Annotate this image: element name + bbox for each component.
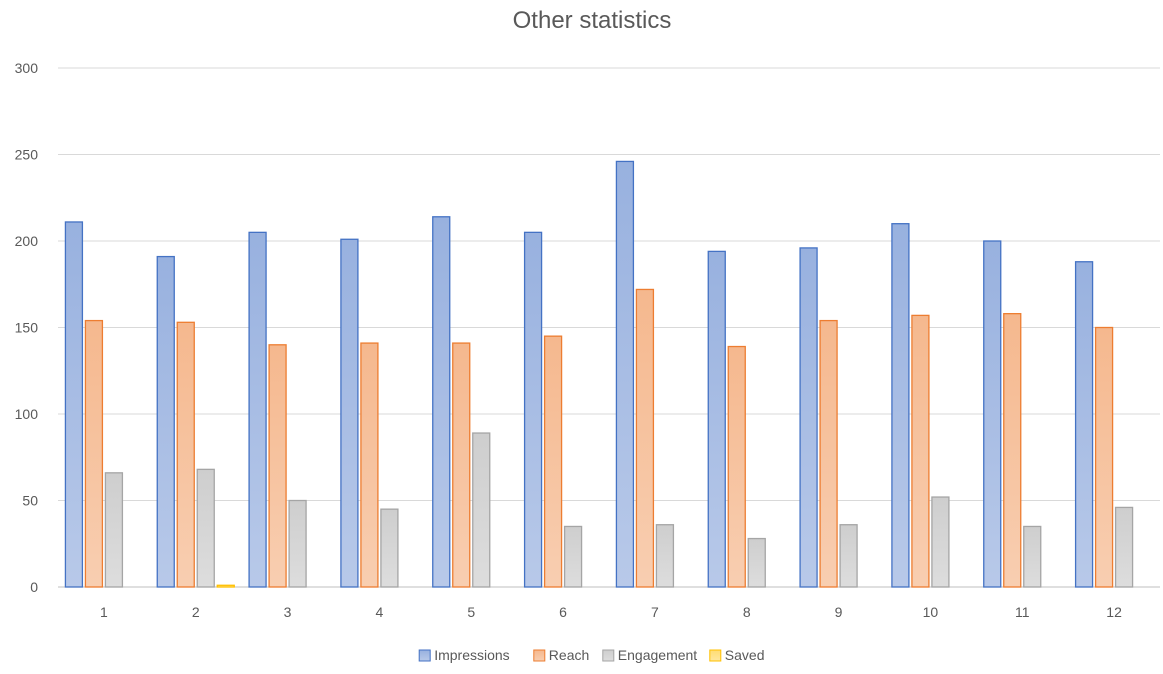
bar-engagement-11	[1023, 525, 1042, 588]
legend-label-reach: Reach	[549, 647, 589, 663]
bar-reach-12	[1094, 326, 1114, 588]
legend-swatch-reach	[533, 649, 546, 662]
x-tick-label: 12	[1106, 604, 1122, 620]
bar-engagement-6	[563, 525, 583, 588]
bar-engagement-9	[839, 524, 858, 588]
x-tick-label: 4	[376, 604, 384, 620]
y-tick-label: 150	[15, 320, 39, 336]
x-tick-label: 8	[743, 604, 751, 620]
bar-engagement-10	[931, 496, 950, 588]
x-tick-label: 2	[192, 604, 200, 620]
y-tick-label: 0	[30, 579, 38, 595]
bar-engagement-4	[380, 508, 399, 588]
bar-reach-10	[911, 314, 930, 588]
bar-reach-4	[360, 342, 379, 588]
bar-reach-5	[452, 342, 471, 588]
bar-impressions-12	[1074, 261, 1094, 588]
legend-swatch-engagement	[602, 649, 615, 662]
bar-engagement-2	[196, 468, 215, 588]
bar-impressions-2	[156, 255, 175, 588]
bar-impressions-6	[523, 231, 543, 588]
x-tick-label: 1	[100, 604, 108, 620]
gridlines	[58, 67, 1160, 588]
bar-reach-1	[84, 319, 104, 588]
x-axis-ticks: 1 2 3 4 5 6 7 8 9 10 11 12	[100, 604, 1122, 620]
chart-title: Other statistics	[513, 7, 672, 34]
x-tick-label: 3	[284, 604, 292, 620]
legend-label-engagement: Engagement	[618, 647, 698, 663]
legend-label-saved: Saved	[725, 647, 765, 663]
y-axis-ticks: 0 50 100 150 200 250 300	[15, 60, 39, 595]
bar-reach-8	[727, 345, 746, 588]
bar-engagement-8	[747, 537, 766, 588]
bar-impressions-1	[64, 221, 84, 588]
bar-reach-2	[176, 321, 195, 588]
bar-reach-7	[635, 288, 655, 588]
y-tick-label: 250	[15, 147, 39, 163]
bar-impressions-8	[707, 250, 726, 588]
bar-impressions-11	[983, 240, 1002, 588]
bars	[64, 160, 1134, 588]
bar-impressions-4	[340, 238, 359, 588]
bar-reach-11	[1003, 313, 1022, 588]
bar-impressions-9	[799, 247, 818, 588]
bar-engagement-5	[472, 432, 491, 588]
x-tick-label: 5	[467, 604, 475, 620]
y-tick-label: 200	[15, 233, 39, 249]
bar-impressions-10	[891, 223, 910, 588]
legend-label-impressions: Impressions	[434, 647, 509, 663]
legend: Impressions Reach Engagement Saved	[418, 647, 765, 663]
x-tick-label: 9	[835, 604, 843, 620]
y-tick-label: 50	[22, 493, 38, 509]
x-tick-label: 6	[559, 604, 567, 620]
bar-impressions-7	[615, 160, 635, 588]
bar-reach-6	[543, 335, 563, 588]
x-tick-label: 11	[1015, 604, 1030, 620]
bar-reach-9	[819, 319, 838, 588]
legend-swatch-impressions	[418, 649, 431, 662]
bar-impressions-3	[248, 231, 267, 588]
bar-engagement-7	[655, 524, 675, 588]
bar-engagement-3	[288, 499, 307, 588]
x-tick-label: 10	[923, 604, 939, 620]
bar-engagement-12	[1114, 506, 1134, 588]
bar-impressions-5	[432, 216, 451, 588]
bar-engagement-1	[104, 472, 124, 588]
y-tick-label: 300	[15, 60, 39, 76]
bar-reach-3	[268, 344, 287, 588]
bar-saved-2	[216, 584, 235, 588]
x-tick-label: 7	[651, 604, 659, 620]
legend-swatch-saved	[709, 649, 722, 662]
y-tick-label: 100	[15, 406, 39, 422]
